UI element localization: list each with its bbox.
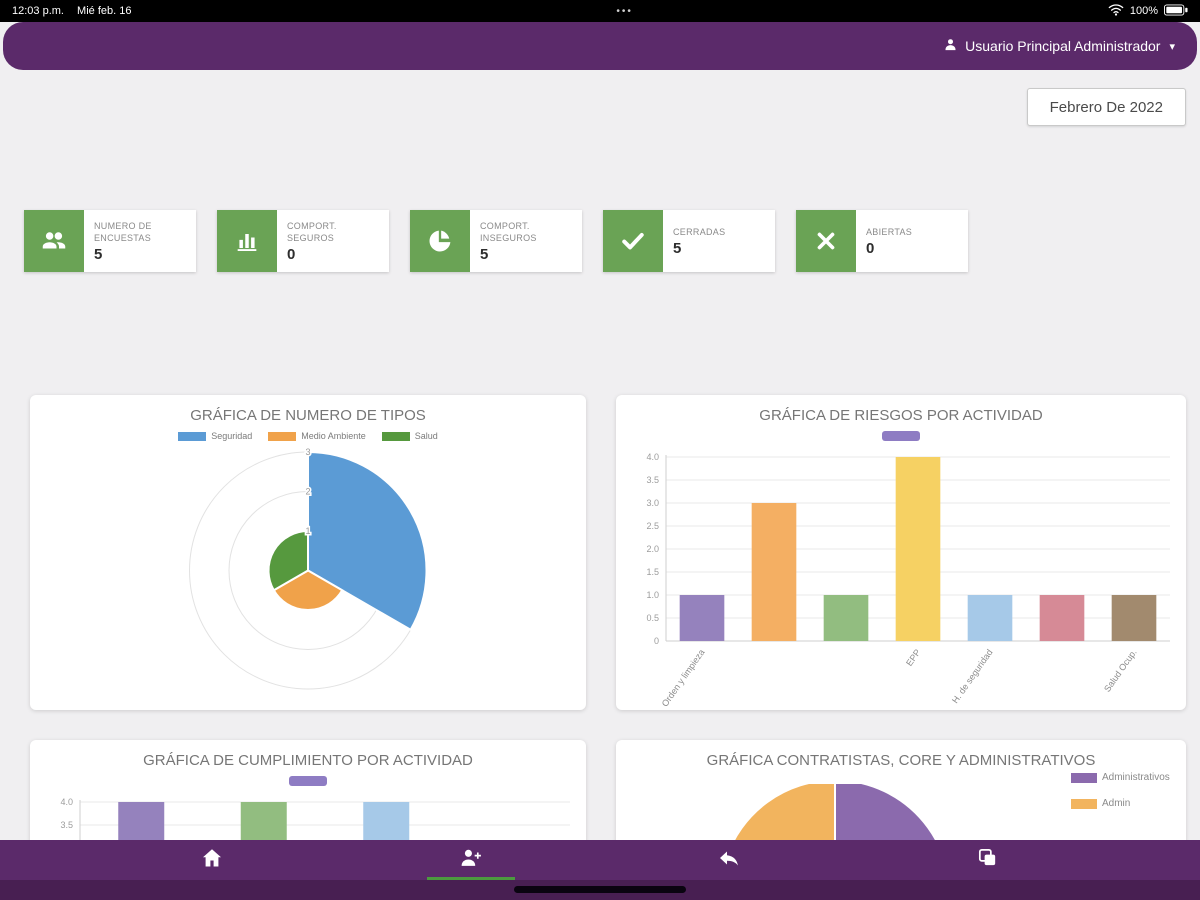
stat-value: 5 bbox=[94, 246, 103, 264]
legend-color-box bbox=[268, 431, 297, 441]
home-icon bbox=[200, 846, 224, 875]
users-icon bbox=[24, 210, 84, 272]
person-add-icon bbox=[458, 845, 483, 875]
stat-label: ABIERTAS bbox=[866, 226, 913, 237]
legend-label: Medio Ambiente bbox=[301, 431, 366, 441]
svg-text:0.5: 0.5 bbox=[646, 613, 659, 623]
svg-text:1: 1 bbox=[305, 526, 310, 536]
status-left: 12:03 p.m. Mié feb. 16 bbox=[12, 5, 141, 17]
svg-text:1.5: 1.5 bbox=[646, 567, 659, 577]
back-arrow-icon bbox=[717, 846, 741, 875]
check-icon bbox=[603, 210, 663, 272]
wifi-icon bbox=[1108, 3, 1124, 19]
legend-item-seguridad[interactable]: Seguridad bbox=[178, 431, 252, 441]
svg-text:2.5: 2.5 bbox=[646, 521, 659, 531]
svg-text:0: 0 bbox=[654, 636, 659, 646]
stats-row: NUMERO DE ENCUESTAS 5 COMPORT. SEGUROS 0… bbox=[24, 210, 968, 272]
bar-chart-riesgos: 0 0.5 1.0 1.5 2.0 2.5 3.0 3.5 4.0 Orden y limpiez… bbox=[616, 449, 1186, 708]
chart-card-tipos: GRÁFICA DE NUMERO DE TIPOS Seguridad Med… bbox=[30, 395, 586, 710]
battery-icon bbox=[1164, 3, 1188, 19]
home-indicator[interactable] bbox=[514, 886, 686, 893]
battery-percent: 100% bbox=[1129, 5, 1158, 17]
stat-value: 0 bbox=[287, 246, 296, 264]
nav-item-users[interactable] bbox=[425, 840, 517, 880]
stat-label: CERRADAS bbox=[673, 226, 726, 237]
x-icon bbox=[796, 210, 856, 272]
svg-text:2: 2 bbox=[305, 487, 310, 497]
svg-text:4.0: 4.0 bbox=[60, 797, 73, 807]
legend-color-box bbox=[1071, 798, 1097, 809]
stat-value: 5 bbox=[480, 246, 489, 264]
legend-item-administrativos[interactable]: Administrativos bbox=[1071, 772, 1170, 783]
chart-title: GRÁFICA CONTRATISTAS, CORE Y ADMINISTRAT… bbox=[706, 752, 1096, 769]
chart-card-riesgos: GRÁFICA DE RIESGOS POR ACTIVIDAD 0 0.5 1.0… bbox=[616, 395, 1186, 710]
chart-legend: Seguridad Medio Ambiente Salud bbox=[30, 431, 586, 441]
svg-text:3.5: 3.5 bbox=[646, 475, 659, 485]
bar-chart-icon bbox=[217, 210, 277, 272]
nav-item-back[interactable] bbox=[683, 840, 775, 880]
legend-item-medio-ambiente[interactable]: Medio Ambiente bbox=[268, 431, 366, 441]
svg-text:3.5: 3.5 bbox=[60, 820, 73, 830]
stat-card-cerradas: CERRADAS 5 bbox=[603, 210, 775, 272]
stat-card-abiertas: ABIERTAS 0 bbox=[796, 210, 968, 272]
user-menu[interactable]: Usuario Principal Administrador ▾ bbox=[943, 37, 1175, 55]
status-time: 12:03 p.m. bbox=[12, 5, 64, 17]
legend-item-salud[interactable]: Salud bbox=[381, 431, 438, 441]
status-bar: 12:03 p.m. Mié feb. 16 ••• 100% bbox=[0, 0, 1200, 22]
legend-label: Salud bbox=[414, 431, 438, 441]
legend-color-box[interactable] bbox=[289, 776, 327, 786]
app-header: Usuario Principal Administrador ▾ bbox=[3, 22, 1197, 70]
legend-color-box bbox=[178, 431, 207, 441]
svg-text:3.0: 3.0 bbox=[646, 498, 659, 508]
chart-title: GRÁFICA DE CUMPLIMIENTO POR ACTIVIDAD bbox=[143, 752, 473, 769]
svg-text:H. de seguridad: H. de seguridad bbox=[950, 647, 995, 705]
nav-item-windows[interactable] bbox=[942, 840, 1034, 880]
legend-color-box[interactable] bbox=[882, 431, 920, 441]
stat-card-comport-seguros: COMPORT. SEGUROS 0 bbox=[217, 210, 389, 272]
stat-label: COMPORT. INSEGUROS bbox=[480, 220, 537, 243]
legend-color-box bbox=[1071, 772, 1097, 783]
chart-title: GRÁFICA DE RIESGOS POR ACTIVIDAD bbox=[759, 407, 1043, 424]
stat-value: 0 bbox=[866, 240, 875, 258]
svg-text:EPP: EPP bbox=[904, 647, 923, 667]
nav-item-home[interactable] bbox=[166, 840, 258, 880]
svg-text:2.0: 2.0 bbox=[646, 544, 659, 554]
svg-text:Orden y limpieza: Orden y limpieza bbox=[660, 647, 707, 707]
status-right: 100% bbox=[1108, 3, 1188, 19]
bottom-nav bbox=[0, 840, 1200, 880]
status-dots: ••• bbox=[616, 5, 633, 17]
svg-text:Salud Ocup.: Salud Ocup. bbox=[1102, 647, 1139, 693]
stat-value: 5 bbox=[673, 240, 682, 258]
legend-color-box bbox=[381, 431, 410, 441]
stat-card-comport-inseguros: COMPORT. INSEGUROS 5 bbox=[410, 210, 582, 272]
stat-card-encuestas: NUMERO DE ENCUESTAS 5 bbox=[24, 210, 196, 272]
overlapping-windows-icon bbox=[976, 846, 999, 874]
legend-item-admin[interactable]: Admin bbox=[1071, 798, 1170, 809]
user-menu-label: Usuario Principal Administrador bbox=[965, 38, 1161, 54]
caret-down-icon: ▾ bbox=[1169, 40, 1175, 53]
svg-text:4.0: 4.0 bbox=[646, 452, 659, 462]
pie-chart-icon bbox=[410, 210, 470, 272]
status-date: Mié feb. 16 bbox=[77, 5, 132, 17]
svg-text:3: 3 bbox=[305, 447, 310, 457]
svg-text:1.0: 1.0 bbox=[646, 590, 659, 600]
user-icon bbox=[943, 37, 958, 55]
stat-label: COMPORT. SEGUROS bbox=[287, 220, 337, 243]
polar-area-chart: 1 2 3 bbox=[30, 446, 586, 702]
legend-label: Admin bbox=[1102, 798, 1131, 809]
chart-title: GRÁFICA DE NUMERO DE TIPOS bbox=[190, 407, 426, 424]
pie-legend: Administrativos Admin bbox=[1071, 772, 1170, 809]
gesture-strip bbox=[0, 880, 1200, 900]
stat-label: NUMERO DE ENCUESTAS bbox=[94, 220, 152, 243]
legend-label: Seguridad bbox=[211, 431, 253, 441]
date-filter-button[interactable]: Febrero De 2022 bbox=[1026, 88, 1186, 126]
legend-label: Administrativos bbox=[1102, 772, 1170, 783]
